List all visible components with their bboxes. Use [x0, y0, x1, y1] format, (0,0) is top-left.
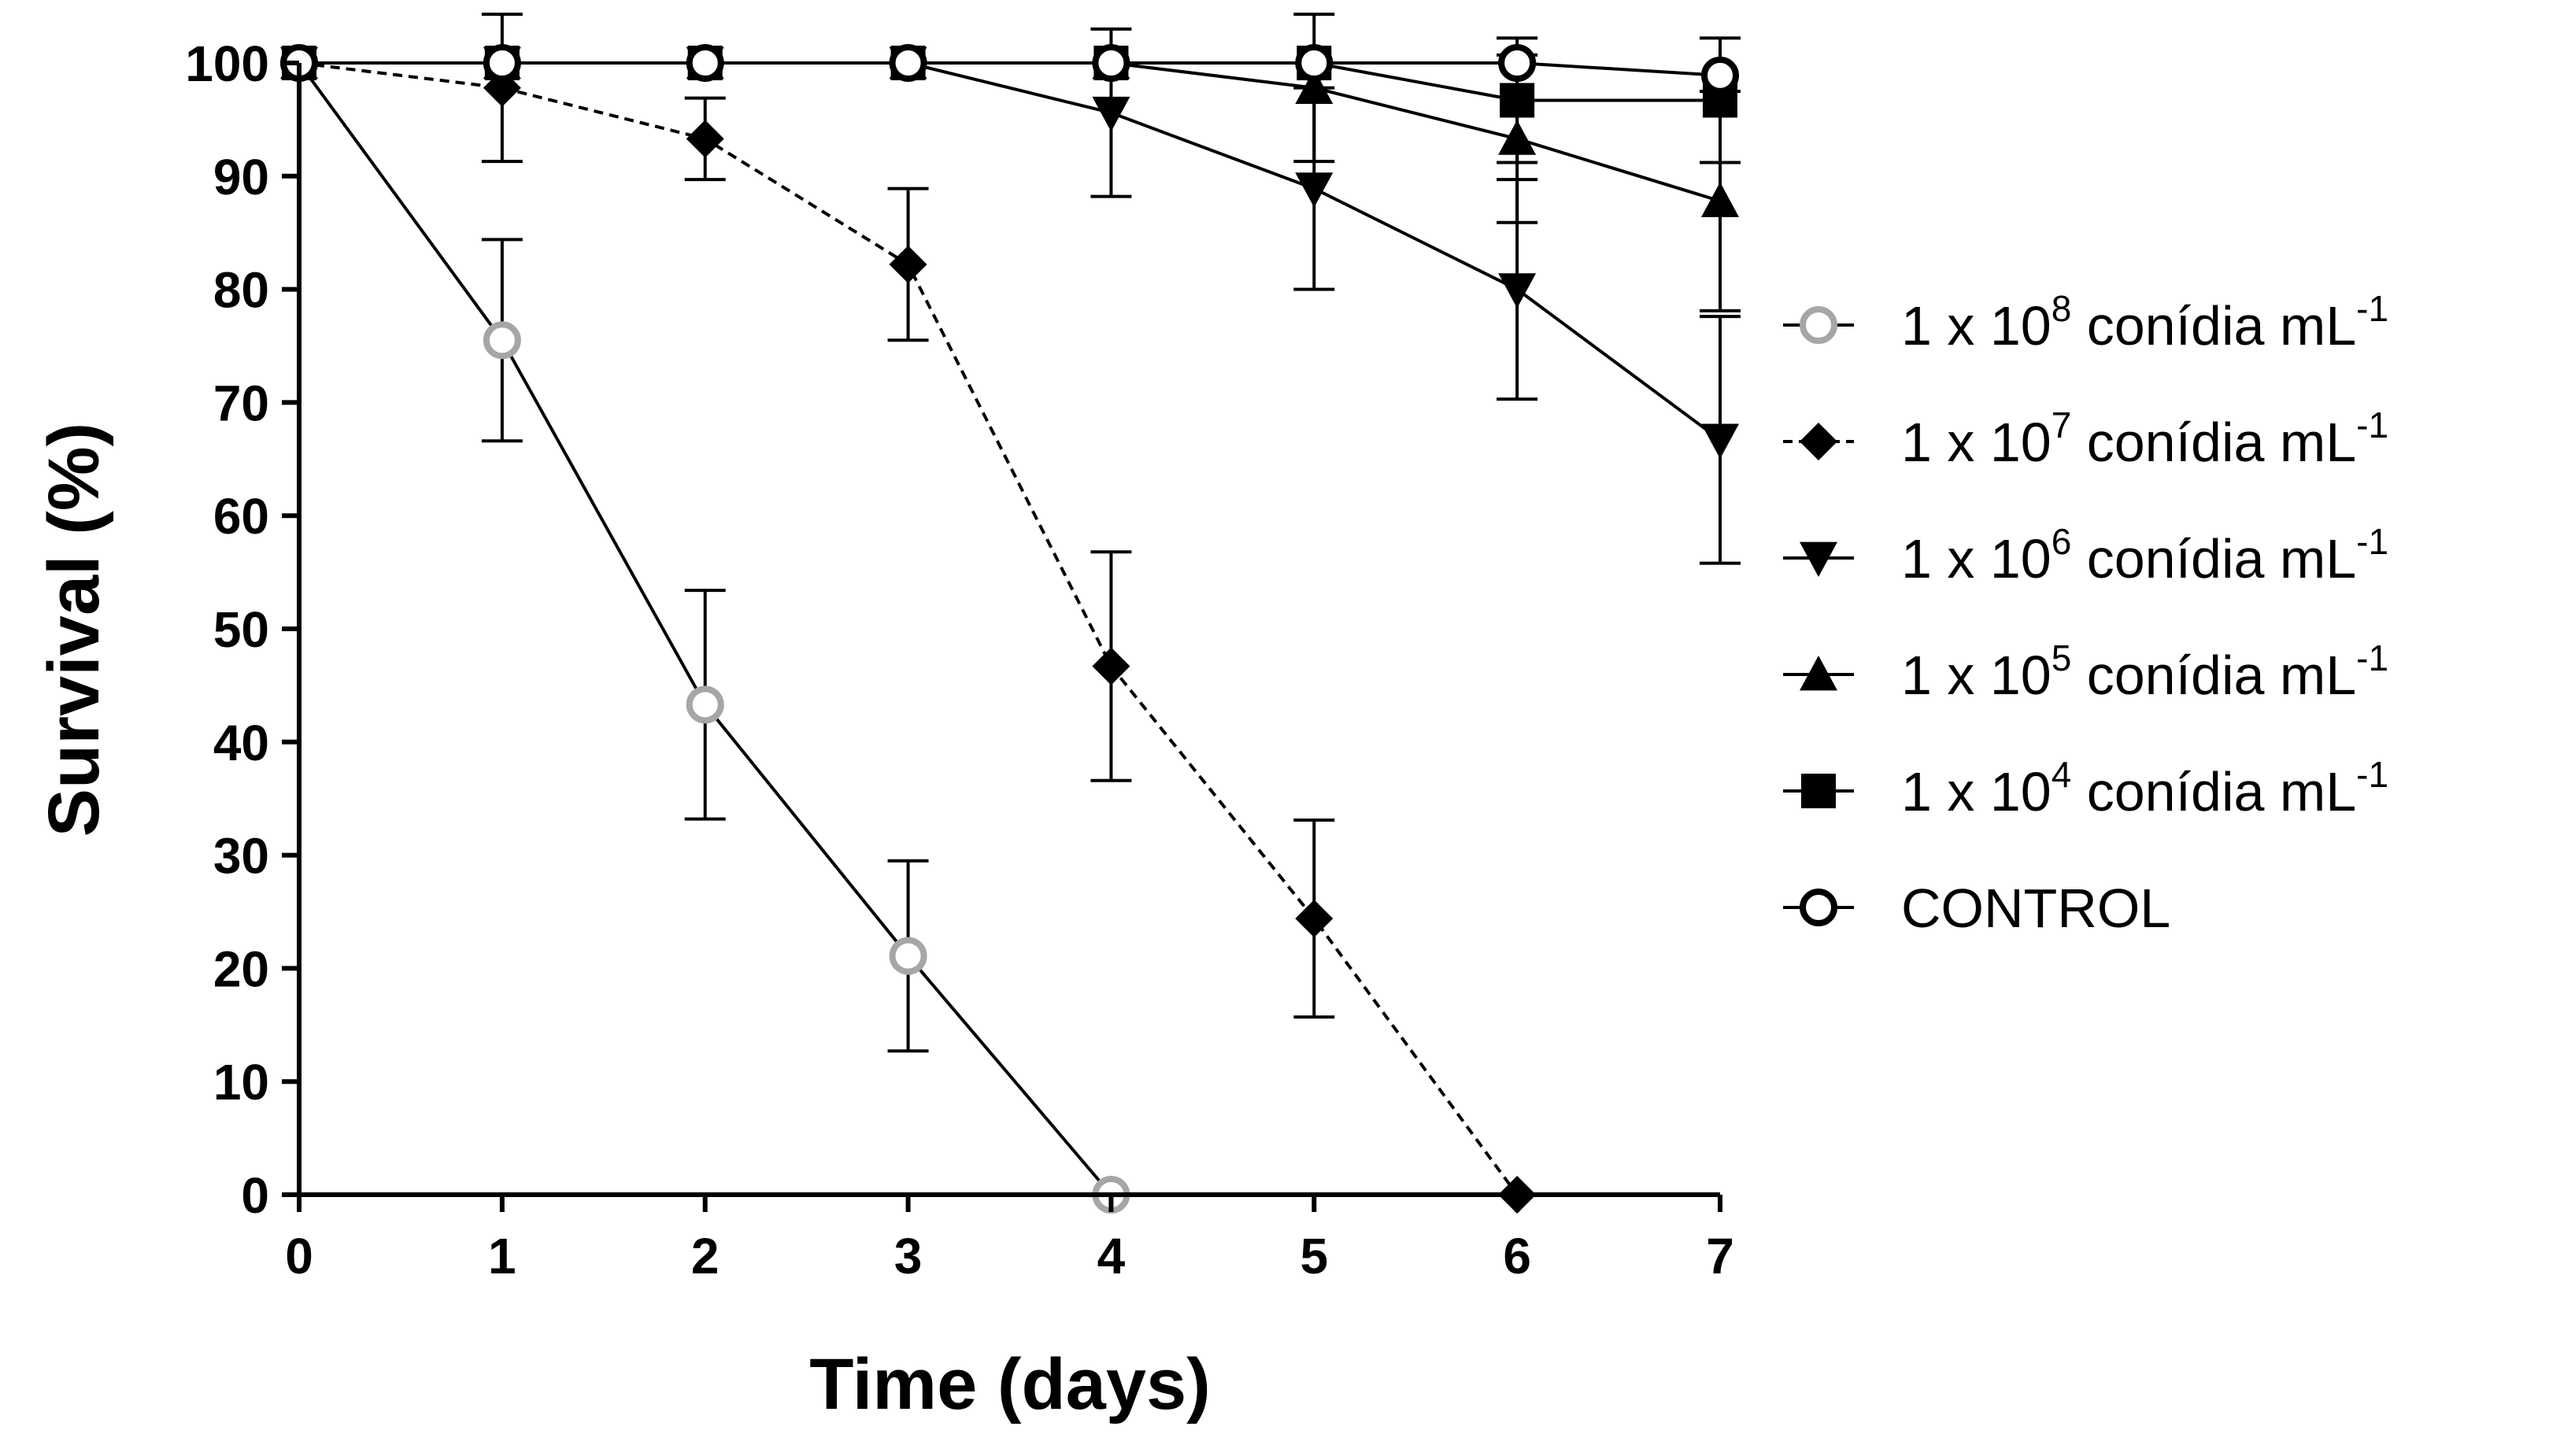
data-point — [483, 321, 521, 360]
legend-marker — [1800, 656, 1837, 691]
data-point — [686, 44, 724, 82]
legend-marker — [1800, 306, 1837, 344]
x-tick-label: 6 — [1503, 1228, 1531, 1284]
legend-label: 1 x 107 conídia mL-1 — [1901, 405, 2388, 473]
series-line — [299, 61, 1721, 77]
y-tick-label: 70 — [213, 375, 269, 431]
data-point — [1701, 56, 1739, 94]
legend-marker — [1800, 889, 1837, 926]
x-tick-label: 4 — [1097, 1228, 1126, 1284]
y-axis-title: Survival (%) — [34, 423, 114, 837]
series-1 — [280, 44, 1130, 1214]
data-point — [686, 120, 724, 158]
x-tick-label: 3 — [894, 1228, 923, 1284]
legend: 1 x 108 conídia mL-1 1 x 107 conídia mL-1… — [1783, 288, 2388, 939]
legend-marker — [1800, 541, 1837, 577]
legend-label: 1 x 104 conídia mL-1 — [1901, 754, 2388, 822]
legend-label: 1 x 106 conídia mL-1 — [1901, 521, 2388, 589]
x-axis: 0 1 2 3 4 5 6 7 — [285, 1192, 1734, 1284]
data-point — [1092, 44, 1130, 82]
legend-item-6: CONTROL — [1783, 878, 2170, 939]
y-tick-label: 10 — [213, 1054, 269, 1110]
legend-item-4: 1 x 105 conídia mL-1 — [1783, 637, 2388, 706]
data-point — [1500, 83, 1535, 118]
y-tick-label: 80 — [213, 262, 269, 319]
legend-item-3: 1 x 106 conídia mL-1 — [1783, 521, 2388, 589]
data-point — [1701, 423, 1739, 459]
legend-item-1: 1 x 108 conídia mL-1 — [1783, 288, 2388, 357]
data-point — [1701, 182, 1739, 217]
x-tick-label: 1 — [488, 1228, 516, 1284]
y-tick-label: 20 — [213, 940, 269, 997]
x-axis-title: Time (days) — [809, 1344, 1211, 1425]
y-axis: 0 10 20 30 40 50 60 70 80 90 100 — [185, 35, 302, 1224]
x-tick-label: 0 — [285, 1228, 313, 1284]
legend-label: 1 x 108 conídia mL-1 — [1901, 288, 2388, 357]
data-point — [1295, 900, 1334, 938]
y-tick-label: 30 — [213, 828, 269, 885]
data-point — [889, 245, 927, 283]
data-point — [1498, 273, 1537, 309]
data-point — [483, 44, 521, 82]
y-tick-label: 100 — [185, 35, 269, 92]
y-tick-label: 90 — [213, 149, 269, 205]
legend-item-5: 1 x 104 conídia mL-1 — [1783, 754, 2388, 822]
data-point — [1295, 172, 1334, 208]
x-tick-label: 2 — [691, 1228, 720, 1284]
data-point — [686, 686, 724, 724]
series-line — [299, 61, 1722, 442]
legend-marker — [1800, 423, 1837, 460]
legend-item-2: 1 x 107 conídia mL-1 — [1783, 405, 2388, 473]
y-tick-label: 60 — [213, 488, 269, 545]
y-tick-label: 0 — [241, 1167, 269, 1224]
legend-label: CONTROL — [1901, 878, 2170, 939]
data-point — [1295, 44, 1334, 82]
data-point — [1295, 68, 1334, 105]
data-point — [889, 937, 927, 975]
x-tick-label: 5 — [1300, 1228, 1328, 1284]
legend-label: 1 x 105 conídia mL-1 — [1901, 637, 2388, 706]
plot-area — [280, 13, 1741, 1214]
y-tick-label: 40 — [213, 715, 269, 771]
data-point — [1092, 647, 1130, 686]
data-point — [1498, 44, 1537, 82]
data-point — [889, 44, 927, 82]
legend-marker — [1801, 774, 1836, 808]
data-point — [1092, 96, 1130, 132]
series-6 — [280, 44, 1739, 94]
y-tick-label: 50 — [213, 601, 269, 658]
x-tick-label: 7 — [1706, 1228, 1734, 1284]
